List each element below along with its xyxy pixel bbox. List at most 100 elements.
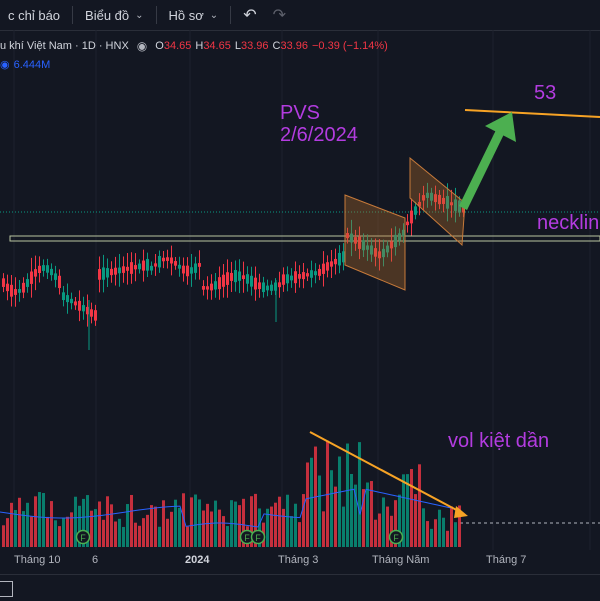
candle [382, 248, 385, 258]
candle [398, 233, 401, 241]
candle [62, 292, 65, 301]
earnings-marker[interactable] [75, 529, 91, 545]
target-annotation[interactable]: 53 [534, 82, 557, 104]
candle [66, 295, 69, 303]
candle [86, 306, 89, 315]
volume-bar [186, 526, 189, 547]
neckline[interactable] [9, 235, 600, 242]
flag-channel[interactable] [344, 194, 406, 291]
volume-bar [358, 442, 361, 547]
volume-bar [18, 497, 21, 547]
volume-bar [294, 503, 297, 547]
volume-bar [430, 528, 433, 547]
candle [318, 268, 321, 276]
candle [434, 194, 437, 203]
candle [78, 300, 81, 311]
candle [94, 310, 97, 321]
redo-button[interactable]: ↷ [265, 0, 294, 30]
volume-bar [70, 512, 73, 547]
bottom-bar [0, 574, 600, 601]
candle [338, 252, 341, 266]
volume-bar [362, 489, 365, 547]
candle [166, 257, 169, 261]
volume-bar [222, 516, 225, 547]
x-axis-label: 2024 [185, 554, 210, 566]
neckline-annotation[interactable]: neckline [537, 212, 600, 234]
volume-bar [342, 506, 345, 547]
undo-icon: ↶ [243, 7, 257, 24]
volume-ma-line [0, 488, 457, 528]
candle [182, 265, 185, 274]
volume-bar [434, 519, 437, 547]
candle [298, 274, 301, 279]
profile-label: Hồ sơ [168, 7, 204, 23]
toolbar-divider [155, 6, 157, 24]
chart-type-button[interactable]: Biểu đồ ⌄ [77, 0, 151, 30]
volume-trend-arrowhead[interactable] [454, 506, 468, 518]
candle [370, 245, 373, 255]
volume-bar [254, 493, 257, 547]
candle [202, 286, 205, 290]
volume-bar [146, 514, 149, 547]
volume-bar [274, 502, 277, 547]
volume-trend-line[interactable] [309, 431, 465, 515]
candle [74, 301, 77, 306]
volume-bar [258, 508, 261, 547]
candle [198, 263, 201, 267]
volume-bar [218, 509, 221, 547]
earnings-marker[interactable] [250, 529, 266, 545]
volume-bar [210, 511, 213, 547]
symbol-title[interactable]: u khí Việt Nam · 1D · HNX [0, 40, 129, 52]
ticker-annotation[interactable]: PVS [280, 102, 321, 124]
candle [2, 278, 5, 287]
undo-button[interactable]: ↶ [235, 0, 264, 30]
date-annotation[interactable]: 2/6/2024 [280, 124, 358, 146]
volume-annotation[interactable]: vol kiệt dần [448, 430, 550, 452]
candle [214, 281, 217, 290]
indicators-button[interactable]: c chỉ báo [0, 0, 68, 30]
flag-channel[interactable] [409, 156, 466, 247]
candle [442, 197, 445, 204]
candle [126, 266, 129, 271]
volume-bar [250, 496, 253, 547]
candle [330, 261, 333, 267]
volume-bar [238, 505, 241, 547]
eye-icon[interactable]: ◉ [136, 39, 148, 53]
candle [106, 268, 109, 278]
volume-bar [378, 513, 381, 547]
volume-bar [22, 511, 25, 547]
candle [138, 263, 141, 270]
target-line[interactable] [464, 109, 600, 118]
breakout-arrow[interactable] [458, 130, 505, 210]
volume-bar [370, 481, 373, 547]
volume-bar [398, 494, 401, 547]
candle [314, 271, 317, 276]
earnings-marker-label: F [255, 533, 261, 543]
candle [38, 265, 41, 274]
volume-bar [334, 486, 337, 547]
volume-bar [82, 498, 85, 547]
candle [90, 309, 93, 317]
candle [294, 271, 297, 284]
breakout-arrow-head[interactable] [485, 112, 516, 142]
candle [50, 268, 53, 276]
volume-bar [74, 496, 77, 547]
profile-button[interactable]: Hồ sơ ⌄ [161, 0, 227, 30]
candle [346, 233, 349, 239]
volume-bar [14, 510, 17, 547]
earnings-marker-label: F [80, 533, 86, 543]
candle [98, 269, 101, 280]
candle [438, 194, 441, 205]
candle [278, 282, 281, 288]
candle [290, 275, 293, 281]
calendar-icon[interactable] [0, 581, 13, 597]
earnings-marker[interactable] [388, 529, 404, 545]
candle [246, 274, 249, 284]
eye-icon[interactable]: ◉ [0, 59, 10, 71]
volume-bar [382, 497, 385, 547]
volume-bar [6, 518, 9, 547]
candle [458, 200, 461, 213]
volume-bar [114, 521, 117, 547]
volume-bar [10, 502, 13, 547]
